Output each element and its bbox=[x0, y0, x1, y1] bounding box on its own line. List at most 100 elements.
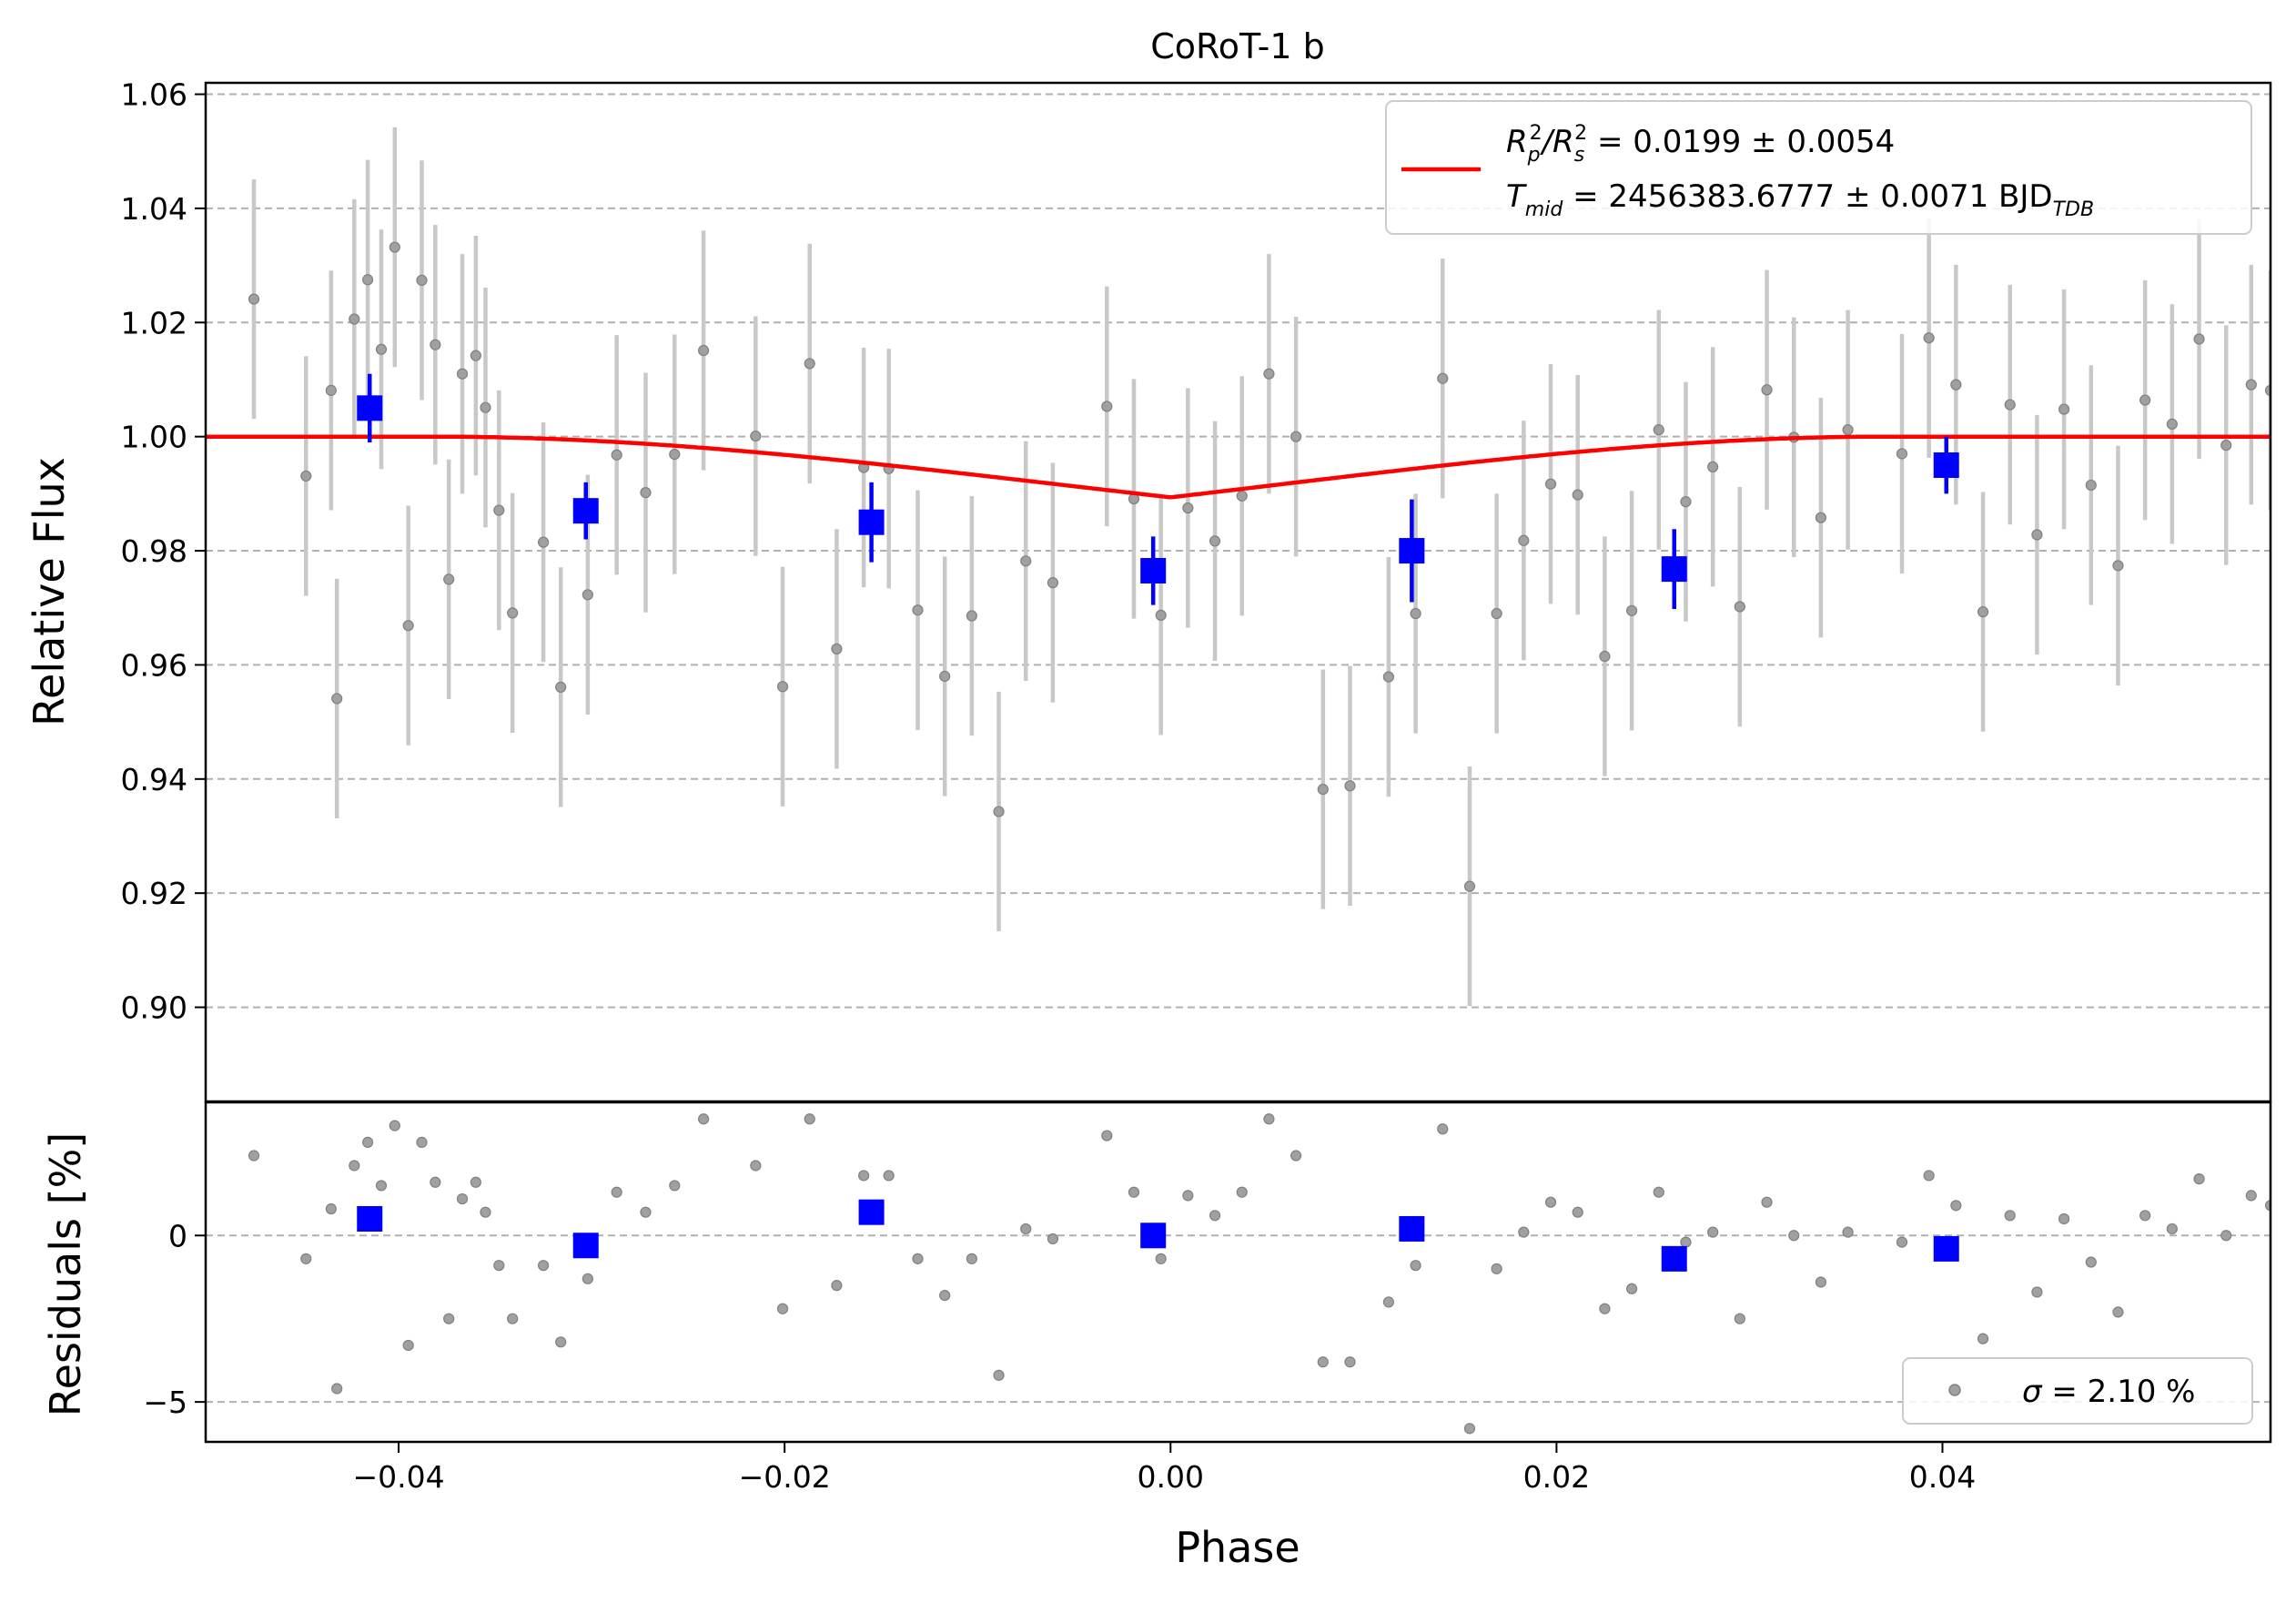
residual-raw-point bbox=[1101, 1130, 1113, 1141]
flux-raw-point bbox=[1410, 607, 1421, 620]
residual-raw-point bbox=[1463, 1423, 1476, 1435]
residual-raw-point bbox=[1518, 1226, 1530, 1238]
residual-raw-point bbox=[1128, 1186, 1140, 1198]
residual-raw-point bbox=[912, 1253, 924, 1264]
flux-raw-point bbox=[2085, 479, 2097, 492]
flux-raw-point bbox=[248, 293, 260, 305]
flux-raw-point bbox=[2058, 403, 2070, 415]
residual-raw-point bbox=[611, 1186, 622, 1198]
residual-raw-point bbox=[698, 1113, 710, 1125]
phase-x-tick-label: −0.02 bbox=[739, 1459, 831, 1495]
residual-raw-point bbox=[331, 1383, 343, 1395]
flux-raw-point bbox=[1896, 448, 1908, 460]
residual-raw-point bbox=[1317, 1356, 1329, 1368]
residual-binned-point bbox=[1933, 1235, 1959, 1262]
flux-raw-point bbox=[443, 573, 455, 585]
residual-raw-point bbox=[669, 1180, 681, 1192]
flux-raw-point bbox=[416, 274, 428, 287]
residual-raw-point bbox=[1599, 1303, 1611, 1314]
flux-raw-point bbox=[750, 430, 762, 442]
residual-raw-point bbox=[2245, 1190, 2257, 1202]
flux-raw-point bbox=[831, 643, 843, 654]
flux-raw-point bbox=[939, 670, 951, 683]
flux-y-axis-label: Relative Flux bbox=[25, 457, 74, 726]
flux-raw-point bbox=[1463, 880, 1476, 892]
sigma-legend-box bbox=[1902, 1357, 2253, 1425]
flux-y-tick-label: 0.98 bbox=[121, 533, 187, 569]
residual-raw-point bbox=[776, 1303, 789, 1314]
residual-raw-point bbox=[2139, 1210, 2151, 1222]
flux-raw-point bbox=[1236, 490, 1248, 502]
residuals-y-tick-label: 0 bbox=[168, 1218, 187, 1253]
flux-raw-point bbox=[1923, 332, 1935, 344]
residual-raw-point bbox=[1182, 1190, 1194, 1202]
residual-raw-point bbox=[248, 1150, 260, 1162]
flux-raw-point bbox=[430, 339, 441, 350]
flux-raw-point bbox=[1625, 604, 1638, 616]
flux-raw-point bbox=[300, 470, 312, 482]
flux-raw-points bbox=[248, 127, 2271, 1007]
flux-raw-point bbox=[640, 487, 652, 499]
residual-raw-point bbox=[2264, 1200, 2271, 1212]
residual-raw-point bbox=[1950, 1200, 1962, 1212]
flux-raw-point bbox=[1842, 424, 1854, 436]
residual-raw-point bbox=[1290, 1150, 1302, 1162]
residual-raw-point bbox=[2004, 1210, 2016, 1222]
flux-binned-point bbox=[1140, 557, 1167, 583]
residual-raw-point bbox=[493, 1260, 505, 1272]
flux-raw-point bbox=[1317, 783, 1329, 796]
residual-raw-point bbox=[1734, 1313, 1745, 1324]
flux-raw-point bbox=[1734, 601, 1745, 613]
residual-raw-point bbox=[430, 1176, 441, 1188]
flux-raw-point bbox=[1182, 502, 1194, 514]
flux-binned-point bbox=[572, 498, 599, 524]
flux-raw-point bbox=[2139, 394, 2151, 406]
flux-raw-point bbox=[2166, 418, 2178, 430]
residual-binned-point bbox=[357, 1205, 383, 1232]
residual-binned-point bbox=[572, 1233, 599, 1259]
residual-raw-point bbox=[831, 1280, 843, 1292]
flux-raw-point bbox=[375, 343, 388, 355]
flux-binned-point bbox=[1933, 452, 1959, 479]
residual-raw-point bbox=[883, 1170, 895, 1182]
phase-x-axis-label: Phase bbox=[1175, 1523, 1300, 1572]
flux-panel-frame bbox=[204, 81, 2272, 1103]
residual-raw-point bbox=[389, 1120, 400, 1131]
flux-raw-point bbox=[1263, 368, 1275, 380]
flux-raw-point bbox=[1491, 607, 1502, 620]
residual-raw-point bbox=[1209, 1210, 1221, 1222]
residuals-panel: −5 0 −0.04 −0.02 0.00 0.02 0.04 Residuals [%]… bbox=[41, 1101, 2272, 1572]
flux-raw-point bbox=[1047, 577, 1059, 589]
flux-binned-point bbox=[858, 509, 885, 535]
residual-raw-point bbox=[2166, 1223, 2178, 1235]
residual-raw-point bbox=[1707, 1226, 1719, 1238]
flux-y-ticks: 0.90 0.92 0.94 0.96 0.98 1.00 1.02 1.04 1.06 bbox=[121, 77, 206, 1026]
flux-raw-point bbox=[912, 604, 924, 616]
flux-raw-point bbox=[1101, 401, 1113, 412]
residual-raw-point bbox=[1491, 1263, 1502, 1274]
residual-raw-point bbox=[1236, 1186, 1248, 1198]
flux-raw-point bbox=[669, 449, 681, 461]
residual-raw-point bbox=[1923, 1170, 1935, 1182]
flux-raw-point bbox=[456, 368, 469, 380]
flux-binned-points bbox=[357, 373, 1959, 609]
residual-raw-point bbox=[2058, 1212, 2070, 1225]
flux-raw-point bbox=[1950, 379, 1962, 391]
residual-raw-point bbox=[1382, 1296, 1395, 1308]
residual-raw-point bbox=[2193, 1173, 2205, 1185]
residual-raw-point bbox=[480, 1206, 491, 1218]
flux-y-tick-label: 1.02 bbox=[121, 305, 187, 340]
flux-binned-point bbox=[1399, 538, 1425, 564]
flux-raw-point bbox=[1155, 609, 1167, 621]
flux-raw-point bbox=[698, 344, 710, 357]
residual-binned-point bbox=[1399, 1215, 1425, 1242]
flux-raw-point bbox=[1209, 535, 1221, 547]
residual-raw-point bbox=[443, 1313, 455, 1324]
flux-raw-point bbox=[470, 350, 481, 361]
residual-raw-point bbox=[2031, 1286, 2043, 1298]
residual-raw-point bbox=[2220, 1230, 2232, 1242]
flux-binned-point bbox=[1661, 556, 1687, 583]
flux-raw-point bbox=[2245, 379, 2257, 391]
flux-binned-point bbox=[357, 395, 383, 421]
residual-raw-point bbox=[1625, 1283, 1638, 1294]
